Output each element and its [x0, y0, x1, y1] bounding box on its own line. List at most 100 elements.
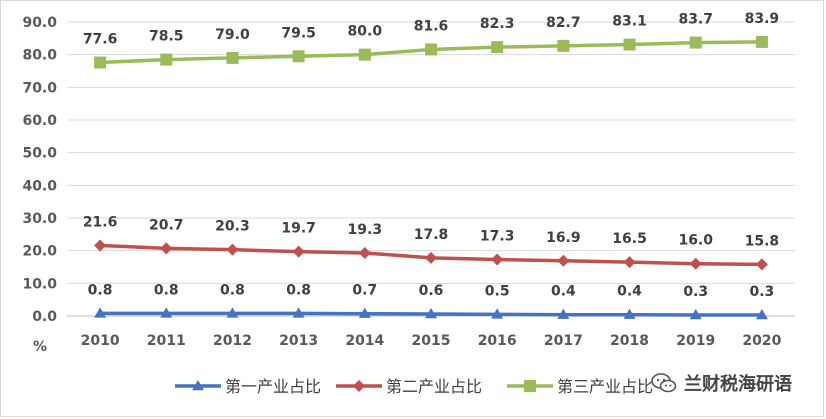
point-marker	[358, 48, 371, 61]
data-labels: 0.8 0.8 0.8 0.8 0.7 0.6 0.5 0.4 0.4 0.3 0.3 21.6 20.…	[83, 11, 779, 300]
data-label: 78.5	[149, 29, 184, 45]
legend: 第一产业占比 第二产业占比 第三产业占比	[175, 377, 653, 396]
x-tick-label: 2011	[147, 333, 186, 349]
point-marker	[425, 43, 437, 56]
point-marker	[226, 51, 239, 64]
y-tick-label: 90.0	[22, 15, 57, 31]
data-label: 19.3	[348, 222, 383, 238]
point-marker	[192, 380, 204, 391]
data-label: 83.1	[612, 14, 647, 30]
x-tick-label: 2016	[478, 333, 517, 349]
point-marker	[623, 256, 636, 269]
legend-label: 第三产业占比	[557, 377, 653, 396]
y-axis: 0.0 10.0 20.0 30.0 40.0 50.0 60.0 70.0 80.0 90.0%	[22, 15, 57, 355]
data-label: 20.7	[149, 217, 184, 233]
data-label: 82.3	[480, 16, 515, 32]
data-label: 17.3	[480, 228, 515, 244]
x-tick-label: 2014	[345, 333, 384, 349]
data-label: 0.8	[220, 282, 245, 298]
x-tick-label: 2020	[742, 333, 781, 349]
point-marker	[689, 309, 702, 320]
data-label: 83.9	[745, 11, 780, 27]
point-marker	[358, 307, 371, 318]
x-tick-label: 2012	[213, 333, 252, 349]
gridlines	[67, 21, 795, 284]
data-label: 0.4	[617, 284, 642, 300]
x-tick-label: 2019	[676, 333, 715, 349]
watermark-text: 兰财税海研语	[684, 374, 792, 395]
data-label: 0.7	[352, 283, 377, 299]
point-marker	[226, 243, 239, 256]
y-tick-label: 20.0	[22, 244, 57, 260]
series-2	[94, 239, 768, 271]
y-tick-label: 40.0	[22, 178, 57, 194]
point-marker	[425, 251, 437, 264]
series-3	[94, 35, 768, 69]
x-axis: 2010 2011 2012 2013 2014 2015 2016 2017 2018 2019…	[67, 315, 795, 349]
point-marker	[689, 36, 702, 49]
data-label: 16.9	[546, 230, 581, 246]
data-label: 79.0	[215, 27, 250, 43]
data-label: 81.6	[414, 18, 449, 34]
point-marker	[94, 307, 107, 318]
data-label: 83.7	[678, 12, 713, 28]
point-marker	[94, 56, 107, 69]
point-marker	[292, 245, 305, 258]
y-tick-label: 60.0	[22, 113, 57, 129]
data-label: 0.8	[154, 282, 179, 298]
data-label: 16.0	[678, 233, 713, 249]
point-marker	[358, 246, 371, 259]
data-label: 20.3	[215, 219, 250, 235]
series-lines	[94, 35, 768, 320]
point-marker	[292, 50, 305, 63]
point-marker	[425, 308, 437, 319]
y-tick-label: 50.0	[22, 146, 57, 162]
point-marker	[292, 307, 305, 318]
y-tick-label: 30.0	[22, 211, 57, 227]
data-label: 0.3	[750, 284, 775, 300]
data-label: 0.3	[683, 284, 708, 300]
y-unit-label: %	[33, 339, 47, 355]
x-tick-label: 2015	[412, 333, 451, 349]
data-label: 0.8	[88, 282, 113, 298]
point-marker	[557, 39, 570, 52]
data-label: 17.8	[414, 227, 449, 243]
point-marker	[160, 242, 173, 255]
data-label: 0.8	[286, 282, 311, 298]
point-marker	[160, 307, 173, 318]
point-marker	[755, 258, 768, 271]
wechat-icon	[651, 373, 677, 393]
data-label: 0.6	[419, 283, 444, 299]
x-tick-label: 2010	[81, 333, 120, 349]
legend-item-2: 第二产业占比	[336, 377, 482, 396]
legend-item-3: 第三产业占比	[507, 377, 653, 396]
y-tick-label: 10.0	[22, 276, 57, 292]
point-marker	[491, 41, 504, 54]
point-marker	[557, 254, 570, 267]
legend-label: 第一产业占比	[225, 377, 321, 396]
y-tick-label: 80.0	[22, 48, 57, 64]
point-marker	[226, 307, 239, 318]
watermark: 兰财税海研语	[650, 368, 792, 398]
legend-item-1: 第一产业占比	[175, 377, 321, 396]
data-label: 21.6	[83, 214, 118, 230]
data-label: 80.0	[348, 24, 383, 40]
data-label: 79.5	[281, 25, 316, 41]
point-marker	[160, 53, 173, 66]
x-tick-label: 2013	[279, 333, 318, 349]
point-marker	[353, 380, 365, 392]
point-marker	[755, 309, 768, 320]
x-tick-label: 2017	[544, 333, 583, 349]
x-tick-label: 2018	[610, 333, 649, 349]
data-label: 16.5	[612, 231, 647, 247]
y-tick-label: 0.0	[32, 309, 57, 325]
data-label: 0.4	[551, 284, 576, 300]
point-marker	[491, 308, 504, 319]
data-label: 77.6	[83, 32, 118, 48]
point-marker	[491, 253, 504, 266]
data-label: 19.7	[281, 221, 316, 237]
point-marker	[524, 380, 536, 392]
data-label: 15.8	[745, 233, 780, 249]
